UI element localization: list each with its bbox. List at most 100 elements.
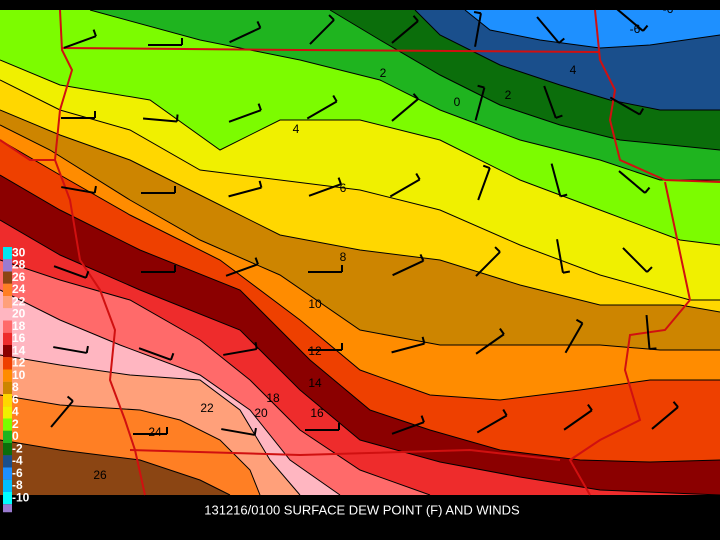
barb-flag bbox=[332, 94, 338, 102]
legend-label: 16 bbox=[12, 331, 26, 345]
legend-label: 30 bbox=[12, 245, 26, 259]
legend-swatch bbox=[3, 320, 12, 333]
barb-flag bbox=[555, 114, 563, 119]
contour-label: 26 bbox=[93, 468, 107, 482]
border bbox=[568, 181, 692, 496]
contour-line bbox=[0, 59, 720, 246]
border bbox=[61, 47, 601, 53]
dew-point-bands bbox=[0, 9, 720, 496]
contour-line bbox=[0, 109, 720, 313]
contour-label: 10 bbox=[308, 297, 322, 311]
barb-shaft bbox=[391, 98, 419, 122]
contour-label: 2 bbox=[505, 88, 512, 102]
legend-label: 10 bbox=[12, 368, 26, 382]
barb-shaft bbox=[616, 8, 644, 32]
barb-flag bbox=[502, 408, 508, 417]
border bbox=[129, 448, 561, 461]
barb-shaft bbox=[550, 163, 562, 197]
barb-shaft bbox=[225, 263, 259, 277]
barb-flag bbox=[419, 254, 425, 262]
legend-swatch bbox=[3, 467, 12, 480]
legend-label: -2 bbox=[12, 441, 23, 455]
legend-label: 18 bbox=[12, 319, 26, 333]
contour-line bbox=[0, 354, 301, 496]
barb-flag bbox=[253, 427, 257, 436]
barb-shaft bbox=[564, 322, 584, 354]
contour-line bbox=[0, 259, 431, 496]
barb-flag bbox=[85, 270, 90, 279]
barb-flag bbox=[66, 395, 74, 402]
barb-shaft bbox=[474, 13, 482, 47]
barb-shaft bbox=[308, 183, 342, 197]
legend-swatch-end bbox=[3, 504, 12, 513]
legend-label: 24 bbox=[12, 282, 26, 296]
barb-shaft bbox=[228, 109, 262, 123]
barb-flag bbox=[644, 186, 651, 194]
legend-swatch bbox=[3, 271, 12, 284]
barb-flag bbox=[587, 403, 593, 411]
legend-label: 20 bbox=[12, 307, 26, 321]
barb-flag bbox=[473, 11, 482, 15]
barb-shaft bbox=[50, 400, 74, 428]
legend-label: 4 bbox=[12, 405, 19, 419]
legend-label: -8 bbox=[12, 478, 23, 492]
contour-label: 0 bbox=[454, 95, 461, 109]
border bbox=[594, 9, 720, 183]
contour-line bbox=[414, 9, 720, 111]
barb-shaft bbox=[563, 409, 593, 431]
barb-shaft bbox=[389, 178, 421, 198]
legend-swatch bbox=[3, 443, 12, 456]
contour-line bbox=[0, 79, 720, 301]
barb-flag bbox=[499, 327, 505, 335]
state-borders bbox=[0, 9, 720, 496]
barb-flag bbox=[170, 352, 175, 361]
barb-shaft bbox=[229, 26, 261, 44]
legend-label: -6 bbox=[12, 466, 23, 480]
contour-label: 4 bbox=[570, 63, 577, 77]
contour-label: -6 bbox=[663, 2, 674, 16]
barb-shaft bbox=[61, 186, 95, 194]
legend-swatch bbox=[3, 345, 12, 358]
barb-flag bbox=[85, 345, 89, 354]
barb-shaft bbox=[309, 19, 335, 45]
barb-flag bbox=[337, 177, 342, 185]
legend-swatch bbox=[3, 247, 12, 260]
contour-line bbox=[0, 394, 261, 496]
contour-label: 12 bbox=[308, 344, 322, 358]
band bbox=[0, 10, 720, 495]
legend-label: 28 bbox=[12, 258, 26, 272]
contour-label: 8 bbox=[340, 250, 347, 264]
contour-label: 22 bbox=[200, 401, 214, 415]
legend-swatch bbox=[3, 369, 12, 382]
barb-flag bbox=[254, 341, 258, 350]
barb-shaft bbox=[392, 259, 424, 277]
legend-swatch bbox=[3, 296, 12, 309]
barb-flag bbox=[254, 257, 259, 265]
barb-shaft bbox=[556, 239, 564, 273]
barb-flag bbox=[638, 107, 645, 115]
barb-flag bbox=[494, 246, 501, 253]
barb-shaft bbox=[391, 20, 419, 44]
barb-flag bbox=[93, 185, 97, 194]
barb-shaft bbox=[138, 347, 172, 361]
legend-swatch bbox=[3, 357, 12, 370]
barb-shaft bbox=[474, 87, 486, 121]
barb-flag bbox=[421, 336, 426, 344]
barb-flag bbox=[642, 24, 649, 32]
legend-label: -4 bbox=[12, 454, 23, 468]
contour-line bbox=[0, 289, 341, 496]
legend-swatch bbox=[3, 381, 12, 394]
border bbox=[53, 9, 146, 496]
barb-flag bbox=[256, 21, 262, 29]
legend-swatch bbox=[3, 418, 12, 431]
barb-flag bbox=[477, 84, 485, 89]
contour-line bbox=[0, 124, 720, 351]
band bbox=[0, 10, 720, 495]
contour-line bbox=[0, 219, 720, 496]
barb-flag bbox=[562, 270, 571, 274]
barb-shaft bbox=[645, 314, 651, 350]
barb-shaft bbox=[475, 333, 505, 355]
contour-line bbox=[464, 9, 720, 49]
contour-line bbox=[0, 139, 720, 401]
